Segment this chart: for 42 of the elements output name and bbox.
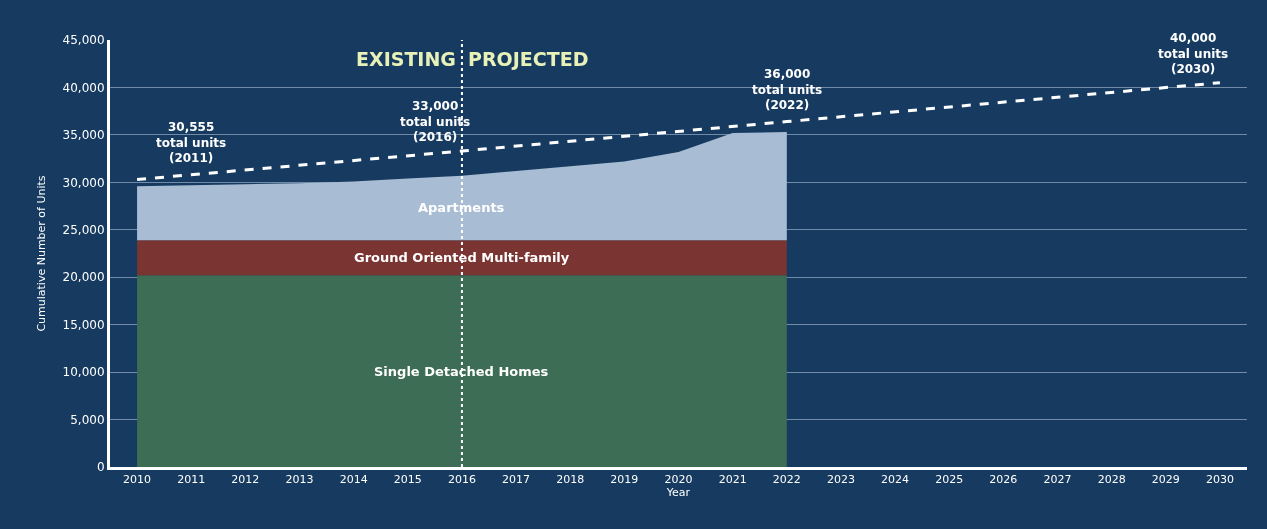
series-label: Ground Oriented Multi-family xyxy=(354,250,570,265)
annotation: PROJECTED xyxy=(468,48,589,70)
x-tick-label: 2026 xyxy=(989,473,1018,487)
annotation: 36,000 total units (2022) xyxy=(752,67,823,113)
y-tick-label: 40,000 xyxy=(62,80,105,95)
y-tick-label: 35,000 xyxy=(62,128,105,143)
x-tick-label: 2024 xyxy=(881,473,910,487)
x-tick-label: 2011 xyxy=(177,473,206,487)
x-tick-label: 2030 xyxy=(1205,473,1234,487)
y-tick-label: 45,000 xyxy=(62,33,105,48)
x-tick-label: 2018 xyxy=(556,473,585,487)
x-tick-label: 2016 xyxy=(447,473,476,487)
y-tick-label: 30,000 xyxy=(62,175,105,190)
y-axis-title: Cumulative Number of Units xyxy=(35,175,49,332)
series-label: Apartments xyxy=(418,200,505,215)
x-tick-label: 2029 xyxy=(1151,473,1180,487)
annotation: 30,555 total units (2011) xyxy=(156,120,227,166)
x-tick-label: 2015 xyxy=(393,473,422,487)
x-tick-label: 2022 xyxy=(772,473,801,487)
annotation: EXISTING xyxy=(356,48,456,70)
y-tick-label: 25,000 xyxy=(62,222,105,237)
x-tick-label: 2021 xyxy=(718,473,747,487)
x-tick-label: 2012 xyxy=(231,473,260,487)
y-tick-label: 20,000 xyxy=(62,270,105,285)
x-tick-label: 2014 xyxy=(339,473,368,487)
annotation: 40,000 total units (2030) xyxy=(1158,31,1229,77)
y-tick-label: 5,000 xyxy=(70,412,105,427)
x-tick-label: 2013 xyxy=(285,473,314,487)
y-tick-label: 0 xyxy=(96,460,105,475)
x-tick-label: 2019 xyxy=(610,473,639,487)
x-tick-label: 2017 xyxy=(502,473,531,487)
y-tick-label: 15,000 xyxy=(62,317,105,332)
y-tick-label: 10,000 xyxy=(62,365,105,380)
x-tick-label: 2023 xyxy=(826,473,855,487)
x-tick-label: 2010 xyxy=(123,473,152,487)
x-tick-label: 2025 xyxy=(935,473,964,487)
x-tick-label: 2027 xyxy=(1043,473,1072,487)
x-axis-title: Year xyxy=(665,486,691,500)
series-label: Single Detached Homes xyxy=(374,364,549,379)
x-tick-label: 2028 xyxy=(1097,473,1126,487)
annotation: 33,000 total units (2016) xyxy=(400,99,471,145)
x-tick-label: 2020 xyxy=(664,473,693,487)
